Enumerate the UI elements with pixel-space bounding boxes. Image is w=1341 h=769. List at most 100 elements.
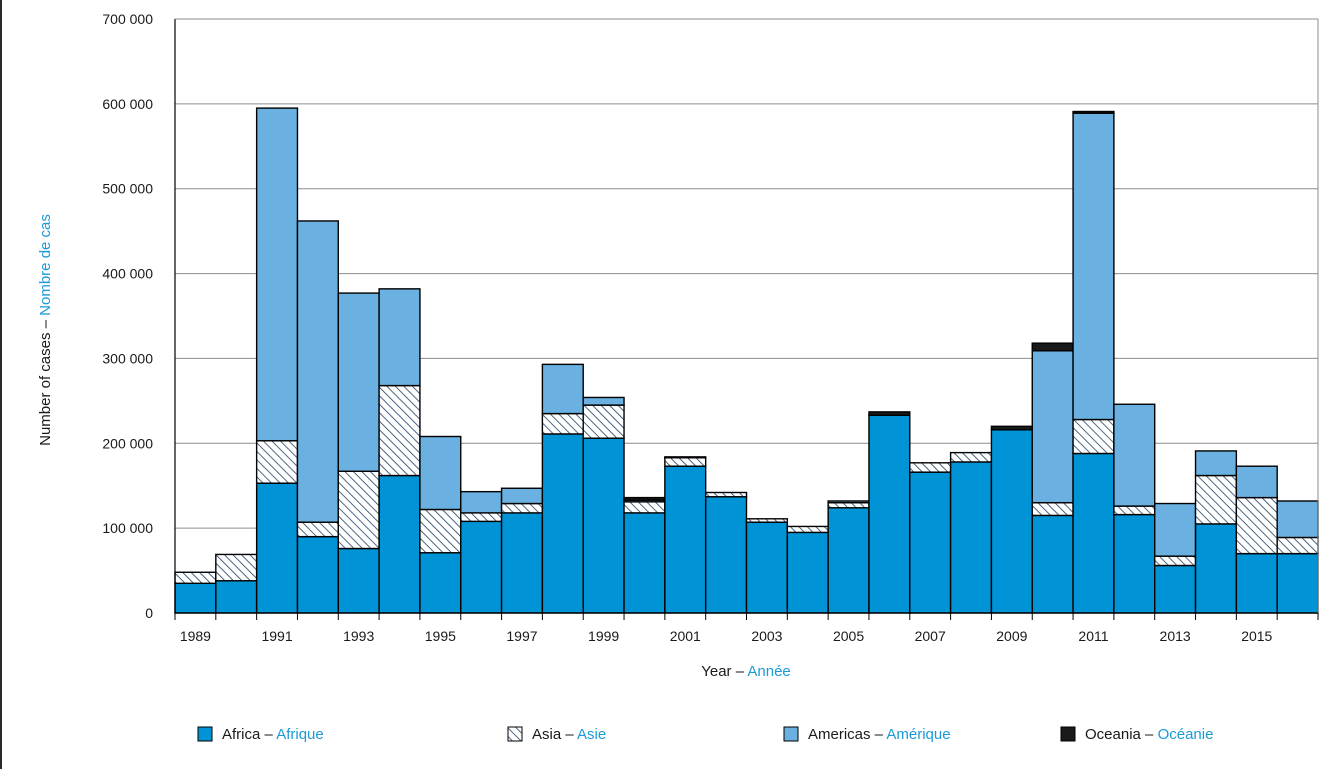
bar-asia [296, 521, 339, 538]
bar-asia [949, 451, 993, 463]
bar-asia [704, 491, 748, 498]
bar-americas [419, 435, 462, 511]
bar-americas [337, 292, 380, 472]
x-tick-label: 2005 [833, 628, 864, 644]
x-tick-label: 2011 [1078, 628, 1108, 644]
bar-asia [1276, 536, 1319, 555]
x-tick-label: 1999 [588, 628, 619, 644]
bar-asia [1194, 474, 1238, 525]
bar-americas [827, 500, 870, 504]
bar-americas [460, 490, 503, 514]
x-tick-label: 1997 [506, 628, 537, 644]
bar-americas [1072, 112, 1115, 421]
bar-asia [745, 518, 789, 523]
x-tick-label: 1989 [180, 628, 211, 644]
bar-africa [174, 582, 217, 614]
bar-americas [1276, 500, 1319, 539]
legend-swatch-americas [783, 726, 799, 742]
x-axis-title-fr: Année [747, 663, 790, 680]
bar-africa [1194, 523, 1238, 614]
legend-item-asia: Asia – Asie [507, 726, 606, 743]
x-tick-label: 1993 [343, 628, 374, 644]
bar-africa [990, 429, 1033, 614]
bar-americas [1113, 403, 1156, 507]
bar-asia [378, 384, 421, 477]
legend-label-oceania: Oceania – Océanie [1085, 726, 1213, 743]
bar-africa [704, 496, 748, 614]
legend-item-americas: Americas – Amérique [783, 726, 951, 743]
bar-americas [1194, 450, 1238, 477]
bar-africa [949, 461, 993, 614]
bar-africa [1154, 564, 1197, 614]
bar-oceania [1072, 110, 1115, 114]
legend-swatch-oceania [1060, 726, 1076, 742]
bar-asia [255, 440, 299, 484]
bar-asia [1113, 505, 1156, 516]
x-tick-label: 2013 [1160, 628, 1191, 644]
y-axis-title: Number of cases – Nombre de cas [37, 214, 54, 446]
bar-americas [255, 107, 299, 442]
bar-americas [296, 220, 339, 523]
legend-swatch-asia [507, 726, 523, 742]
y-tick-label: 400 000 [102, 266, 153, 282]
bar-americas [378, 288, 421, 387]
bar-oceania [1031, 342, 1074, 352]
y-axis-title-en: Number of cases [37, 333, 54, 446]
x-tick-label: 2009 [996, 628, 1027, 644]
y-tick-label: 0 [145, 605, 153, 621]
bar-asia [500, 502, 544, 514]
bar-africa [827, 507, 870, 614]
bar-africa [745, 521, 789, 614]
bar-africa [296, 535, 339, 614]
bar-oceania [623, 496, 666, 501]
bar-asia [1235, 496, 1278, 555]
bar-asia [419, 508, 462, 554]
bar-asia [664, 457, 707, 467]
x-axis-title-en: Year [701, 663, 731, 680]
bar-africa [786, 531, 829, 614]
bar-asia [786, 525, 829, 534]
axes [174, 18, 1319, 620]
bar-africa [582, 437, 625, 614]
bar-africa [378, 474, 421, 614]
legend: Africa – Afrique Asia – Asie Americas – … [197, 726, 1213, 743]
y-tick-label: 500 000 [102, 181, 153, 197]
x-tick-label: 2001 [670, 628, 701, 644]
x-tick-labels: 1989 1991 1993 1995 1997 1999 2001 2003 2005 2007… [180, 628, 1273, 644]
x-tick-label: 2015 [1241, 628, 1272, 644]
y-tick-label: 600 000 [102, 96, 153, 112]
bar-africa [419, 552, 462, 614]
y-axis-title-sep: – [37, 316, 54, 333]
bar-africa [500, 512, 544, 614]
bar-asia [460, 512, 503, 523]
bar-africa [255, 482, 299, 614]
x-tick-label: 2007 [915, 628, 946, 644]
page-border-line [0, 0, 2, 769]
bar-africa [460, 520, 503, 614]
bar-americas [541, 363, 584, 415]
bar-americas [1154, 502, 1197, 557]
bar-oceania [990, 425, 1033, 431]
bar-oceania [868, 411, 911, 416]
bar-africa [1235, 552, 1278, 614]
bar-asia [1072, 418, 1115, 455]
bar-americas [664, 456, 707, 459]
bar-africa [215, 580, 258, 614]
bar-americas [1031, 350, 1074, 504]
y-tick-label: 700 000 [102, 11, 153, 27]
bar-africa [1072, 452, 1115, 614]
bars [174, 107, 1319, 614]
x-axis-title: Year – Année [701, 663, 791, 680]
bar-americas [1235, 465, 1278, 499]
bar-asia [623, 501, 666, 514]
x-tick-label: 2003 [751, 628, 782, 644]
bar-asia [1031, 501, 1074, 517]
bar-asia [827, 501, 870, 509]
y-tick-label: 200 000 [102, 435, 153, 451]
bar-africa [623, 512, 666, 614]
bar-asia [174, 571, 217, 584]
legend-label-africa: Africa – Afrique [222, 726, 324, 743]
bar-africa [337, 547, 380, 614]
bar-americas [500, 487, 544, 505]
